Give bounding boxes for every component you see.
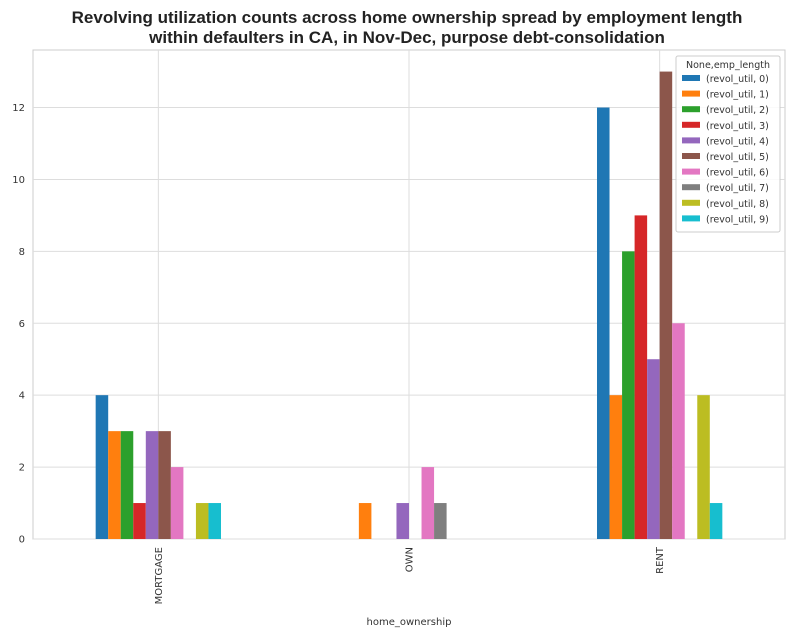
chart-title-line-2: within defaulters in CA, in Nov-Dec, pur… xyxy=(148,28,665,47)
legend-entry: (revol_util, 2) xyxy=(706,105,769,116)
bar xyxy=(622,251,635,539)
bar xyxy=(697,395,710,539)
y-tick-label: 4 xyxy=(19,391,25,402)
bar xyxy=(709,503,723,539)
bar xyxy=(133,503,146,539)
bar xyxy=(208,503,221,539)
y-tick-label: 0 xyxy=(19,535,25,546)
bar xyxy=(195,503,209,539)
bar xyxy=(672,323,685,539)
bar xyxy=(396,503,409,539)
legend-swatch xyxy=(682,75,700,81)
x-tick-label: MORTGAGE xyxy=(154,547,165,604)
legend-entry: (revol_util, 1) xyxy=(706,90,769,101)
legend-swatch xyxy=(682,90,700,97)
legend-box xyxy=(675,55,781,233)
x-tick-label: RENT xyxy=(655,546,666,574)
legend-swatch xyxy=(682,168,700,175)
legend-entry: (revol_util, 7) xyxy=(706,183,769,194)
legend-entry: (revol_util, 9) xyxy=(706,214,769,225)
y-tick-label: 8 xyxy=(19,247,25,258)
legend: None,emp_length (revol_util, 0) (revol_ut… xyxy=(675,55,781,233)
x-tick-label: OWN xyxy=(405,547,416,572)
y-tick-label: 2 xyxy=(19,463,25,474)
y-tick-label: 6 xyxy=(19,319,25,330)
bar xyxy=(158,431,171,539)
bar xyxy=(597,107,610,539)
legend-swatch xyxy=(682,153,700,159)
y-tick-label: 12 xyxy=(12,103,25,114)
legend-title: None,emp_length xyxy=(686,60,770,71)
x-axis-ticks: MORTGAGE OWN RENT xyxy=(154,546,666,604)
legend-entry: (revol_util, 3) xyxy=(706,121,769,132)
legend-entry: (revol_util, 8) xyxy=(706,199,769,210)
chart-title: Revolving utilization counts across home… xyxy=(72,8,743,47)
bar xyxy=(434,503,447,539)
legend-swatch xyxy=(682,199,700,206)
bar xyxy=(95,395,109,539)
bar xyxy=(609,395,623,539)
bars xyxy=(95,71,723,539)
bar xyxy=(634,215,648,539)
legend-entry: (revol_util, 4) xyxy=(706,136,769,147)
legend-swatch xyxy=(682,215,700,222)
bar xyxy=(170,467,184,539)
bar xyxy=(421,467,435,539)
legend-entry: (revol_util, 5) xyxy=(706,152,769,163)
legend-entry: (revol_util, 0) xyxy=(706,74,769,85)
x-axis-label: home_ownership xyxy=(367,617,452,628)
bar xyxy=(647,359,660,539)
bar xyxy=(358,503,372,539)
legend-swatch xyxy=(682,137,700,144)
legend-swatch xyxy=(682,121,700,128)
bar xyxy=(659,71,673,539)
y-axis-ticks: 0 2 4 6 8 10 12 xyxy=(12,103,25,545)
legend-entry: (revol_util, 6) xyxy=(706,168,769,179)
legend-swatch xyxy=(682,106,700,113)
bar xyxy=(108,431,121,539)
legend-swatch xyxy=(682,184,700,191)
bar xyxy=(120,431,134,539)
bar xyxy=(145,431,159,539)
y-tick-label: 10 xyxy=(12,175,25,186)
chart-title-line-1: Revolving utilization counts across home… xyxy=(72,8,743,27)
